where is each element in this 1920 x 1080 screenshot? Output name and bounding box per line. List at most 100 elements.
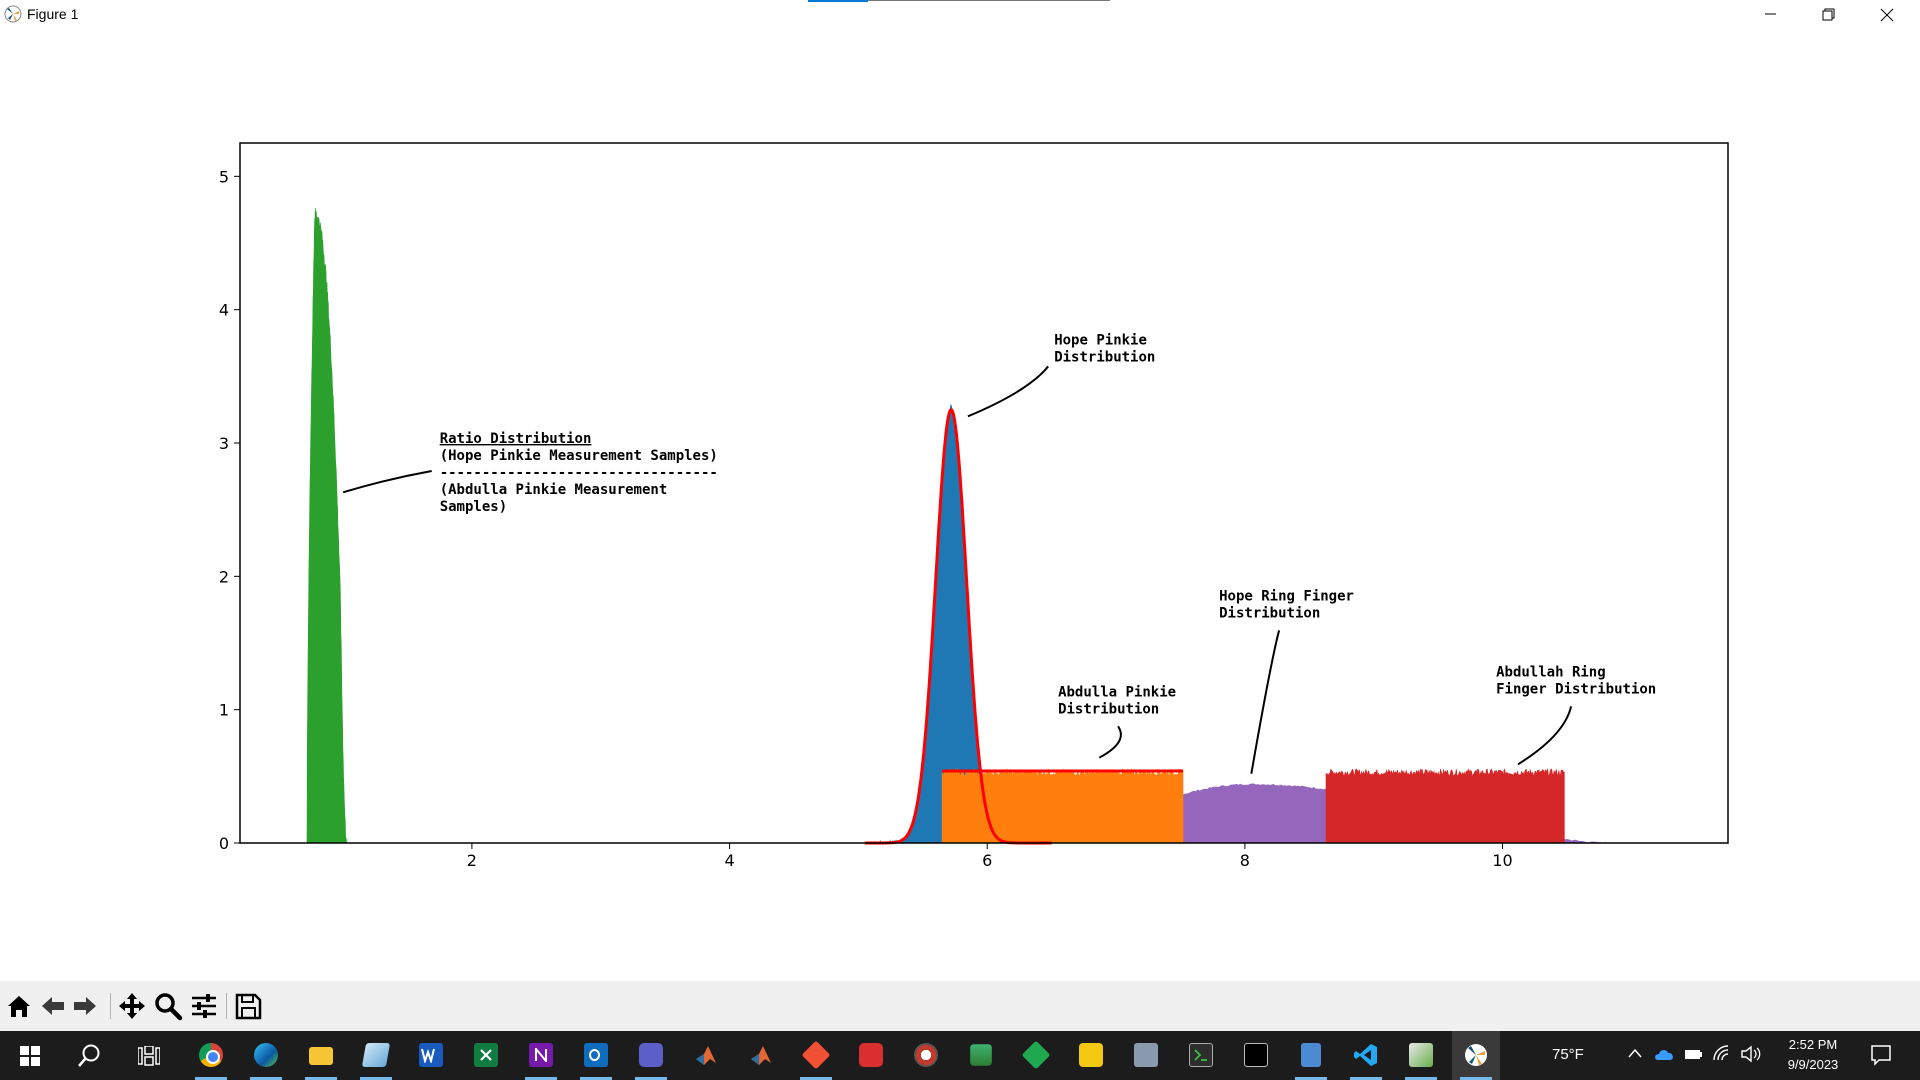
forward-arrow-icon[interactable] xyxy=(70,991,100,1021)
annotation-connector xyxy=(1250,630,1281,774)
search-icon[interactable] xyxy=(76,1043,102,1069)
plot-area: 2 4 6 8 10 0 1 2 3 4 5 Ratio Distribution(Hope Pin… xyxy=(219,142,1729,870)
taskbar-onenote[interactable] xyxy=(517,1031,565,1080)
taskbar-chrome[interactable] xyxy=(187,1031,235,1080)
taskbar-vscode[interactable] xyxy=(1342,1031,1390,1080)
restore-button[interactable] xyxy=(1800,0,1858,30)
close-button[interactable] xyxy=(1858,0,1916,30)
taskbar-matplotlib-figure[interactable] xyxy=(1452,1031,1500,1080)
weather-temperature[interactable]: 75°F xyxy=(1552,1046,1584,1063)
taskbar-matlab[interactable] xyxy=(682,1031,730,1080)
vscode-icon xyxy=(1354,1044,1377,1066)
x-tick-label: 8 xyxy=(1240,851,1250,870)
title-accent-line xyxy=(808,0,868,2)
annotation-text: Hope Ring Finger xyxy=(1219,588,1354,604)
navigation-toolbar xyxy=(0,981,1920,1031)
matlab-icon xyxy=(696,1046,716,1065)
taskbar-app[interactable] xyxy=(352,1031,400,1080)
annotation-text: --------------------------------- xyxy=(440,465,718,481)
photos-icon xyxy=(361,1043,391,1067)
taskbar-matlab-2[interactable] xyxy=(737,1031,785,1080)
minimize-icon xyxy=(1765,13,1776,15)
taskbar-app-green[interactable] xyxy=(957,1031,1005,1080)
annotation-text: Distribution xyxy=(1054,349,1155,365)
taskbar-app-chart[interactable] xyxy=(1397,1031,1445,1080)
annotation-connector xyxy=(1517,706,1573,766)
diamond-app-icon xyxy=(1021,1040,1051,1070)
taskbar-teams[interactable] xyxy=(627,1031,675,1080)
annotation-text: Distribution xyxy=(1219,605,1320,621)
green-app-icon xyxy=(970,1044,992,1066)
figure-canvas[interactable]: 2 4 6 8 10 0 1 2 3 4 5 Ratio Distribution (Hope Pin… xyxy=(0,30,1920,980)
annotation-text: Abdulla Pinkie xyxy=(1058,684,1176,700)
taskbar-outlook[interactable] xyxy=(572,1031,620,1080)
matlab-icon xyxy=(751,1046,771,1065)
taskbar-file-explorer[interactable] xyxy=(297,1031,345,1080)
home-icon[interactable] xyxy=(4,991,34,1021)
chevron-up-icon[interactable] xyxy=(1628,1045,1642,1063)
running-indicator xyxy=(800,1077,832,1080)
running-indicator xyxy=(250,1077,282,1080)
taskbar-terminal[interactable] xyxy=(1177,1031,1225,1080)
annotation-text: Samples) xyxy=(440,499,507,515)
clock-time[interactable]: 2:52 PM xyxy=(1788,1037,1838,1052)
running-indicator xyxy=(580,1077,612,1080)
clock-date[interactable]: 9/9/2023 xyxy=(1787,1057,1839,1072)
configure-subplots-icon[interactable] xyxy=(189,991,219,1021)
taskbar-app-yellow[interactable] xyxy=(1067,1031,1115,1080)
running-indicator xyxy=(1350,1077,1382,1080)
wifi-icon[interactable] xyxy=(1712,1045,1732,1063)
teams-icon xyxy=(639,1043,663,1067)
restore-icon xyxy=(1822,8,1835,21)
taskbar-app-globe[interactable] xyxy=(902,1031,950,1080)
back-arrow-icon[interactable] xyxy=(38,991,68,1021)
histogram-series xyxy=(1325,767,1565,844)
chart-app-icon xyxy=(1409,1043,1433,1067)
y-tick-label: 1 xyxy=(219,701,229,720)
y-tick-label: 0 xyxy=(219,834,229,853)
volume-icon[interactable] xyxy=(1740,1045,1762,1063)
minimize-button[interactable] xyxy=(1742,0,1800,30)
close-icon xyxy=(1880,8,1894,22)
edge-icon xyxy=(254,1043,278,1067)
zoom-icon[interactable] xyxy=(153,991,183,1021)
running-indicator xyxy=(305,1077,337,1080)
annotation-text: Abdullah Ring xyxy=(1496,664,1606,680)
task-view-icon[interactable] xyxy=(138,1046,160,1066)
annotation-text: Finger Distribution xyxy=(1496,681,1656,697)
taskbar-calculator[interactable] xyxy=(1287,1031,1335,1080)
save-icon[interactable] xyxy=(233,991,263,1021)
taskbar-word[interactable] xyxy=(407,1031,455,1080)
window-title-bar: Figure 1 xyxy=(0,0,1920,30)
onedrive-cloud-icon[interactable] xyxy=(1654,1045,1676,1063)
histogram-series xyxy=(941,767,1184,844)
annotation-connector xyxy=(1098,725,1122,759)
taskbar-app-red[interactable] xyxy=(847,1031,895,1080)
annotation-text: Ratio Distribution xyxy=(440,431,592,447)
y-tick-label: 4 xyxy=(219,301,229,320)
taskbar-edge[interactable] xyxy=(242,1031,290,1080)
y-tick-label: 2 xyxy=(219,567,229,586)
annotation-text: (Hope Pinkie Measurement Samples) xyxy=(440,448,718,464)
globe-app-icon xyxy=(914,1043,938,1067)
taskbar-app-gray[interactable] xyxy=(1122,1031,1170,1080)
running-indicator xyxy=(360,1077,392,1080)
running-indicator xyxy=(635,1077,667,1080)
taskbar-app-green2[interactable] xyxy=(1012,1031,1060,1080)
taskbar-command-prompt[interactable] xyxy=(1232,1031,1280,1080)
pan-icon[interactable] xyxy=(117,991,147,1021)
folder-icon xyxy=(309,1047,333,1065)
toolbar-separator xyxy=(110,993,111,1019)
x-tick-label: 4 xyxy=(724,851,734,870)
windows-taskbar: 75°F 2:52 PM 9/9/2023 xyxy=(0,1031,1920,1080)
running-indicator xyxy=(1460,1077,1492,1080)
car-app-icon xyxy=(859,1043,883,1067)
taskbar-git[interactable] xyxy=(792,1031,840,1080)
title-divider-line xyxy=(868,0,1110,1)
notification-center-icon[interactable] xyxy=(1870,1044,1892,1066)
windows-start-icon[interactable] xyxy=(20,1046,40,1066)
taskbar-excel[interactable] xyxy=(462,1031,510,1080)
git-icon xyxy=(801,1040,831,1070)
battery-icon[interactable] xyxy=(1684,1045,1704,1063)
window-title: Figure 1 xyxy=(27,6,79,22)
